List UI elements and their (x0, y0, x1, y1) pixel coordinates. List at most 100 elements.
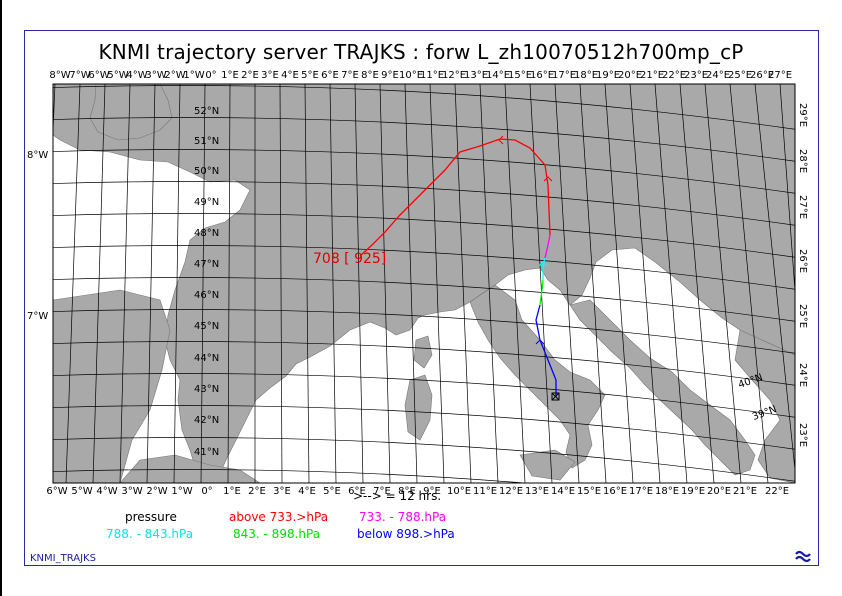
land-iberia (53, 289, 171, 483)
bottom-tick: 4°E (298, 486, 316, 497)
bottom-tick: 14°E (550, 486, 576, 497)
land-sardinia (404, 374, 433, 441)
bottom-tick: 0° (201, 486, 213, 497)
top-tick: 9°E (381, 70, 399, 81)
longitude-lines (53, 84, 795, 483)
bottom-tick: 16°E (602, 486, 628, 497)
lat-label: 48°N (194, 228, 220, 239)
bottom-tick: 9°E (423, 486, 441, 497)
top-tick: 10°E (398, 70, 424, 81)
top-tick: 16°E (529, 70, 555, 81)
top-tick: 7°W (69, 70, 91, 81)
lat-label: 45°N (194, 321, 220, 332)
top-tick: 3°E (261, 70, 279, 81)
lat-label: 52°N (194, 106, 220, 117)
top-tick: 7°E (341, 70, 359, 81)
top-tick: 6°E (321, 70, 339, 81)
bottom-tick: 8°E (398, 486, 416, 497)
bottom-tick: 20°E (706, 486, 732, 497)
legend-item-below-898: below 898.>hPa (357, 527, 455, 541)
top-tick: 24°E (705, 70, 731, 81)
lat-label: 51°N (194, 136, 220, 147)
left-tick: 8°W (27, 150, 49, 161)
bottom-tick: 10°E (446, 486, 472, 497)
time-markers (498, 135, 553, 345)
top-tick: 18°E (573, 70, 599, 81)
top-tick: 14°E (485, 70, 511, 81)
legend-title: pressure (125, 510, 177, 524)
land-corsica (413, 335, 433, 369)
bottom-tick: 1°W (171, 486, 193, 497)
top-tick: 17°E (551, 70, 577, 81)
lat-label: 47°N (194, 259, 220, 270)
top-tick: 3°W (145, 70, 167, 81)
right-tick: 25°E (797, 304, 808, 329)
bottom-tick: 6°W (46, 486, 68, 497)
top-tick: 25°E (727, 70, 753, 81)
interval-label: >--> = 12 hrs. (353, 489, 442, 503)
legend-item-above-733: above 733.>hPa (229, 510, 329, 524)
right-tick: 28°E (797, 149, 808, 174)
bottom-tick: 15°E (576, 486, 602, 497)
bottom-tick: 21°E (732, 486, 758, 497)
top-tick: 4°W (126, 70, 148, 81)
top-tick: 1°W (183, 70, 205, 81)
bottom-tick: 22°E (764, 486, 790, 497)
top-tick: 21°E (639, 70, 665, 81)
right-tick: 29°E (797, 103, 808, 128)
top-tick: 8°W (49, 70, 71, 81)
land-sicily (519, 449, 576, 481)
left-tick: 7°W (27, 311, 49, 322)
land-italy (469, 284, 606, 469)
lat-label: 46°N (194, 290, 220, 301)
top-tick: 2°E (241, 70, 259, 81)
lat-label: 49°N (194, 197, 220, 208)
lat-label: 50°N (194, 166, 220, 177)
bottom-tick: 1°E (223, 486, 241, 497)
latitude-lines (53, 85, 795, 483)
start-marker-icon (551, 392, 560, 401)
bottom-tick: 12°E (498, 486, 524, 497)
top-tick: 23°E (683, 70, 709, 81)
left-edge-line (0, 0, 2, 596)
bottom-tick: 3°E (273, 486, 291, 497)
land-greece-east (734, 329, 795, 483)
trajectory-path (359, 138, 557, 397)
map-title: KNMI trajectory server TRAJKS : forw L_z… (98, 40, 744, 64)
lat-label: 43°N (194, 384, 220, 395)
legend-item-788-843: 788. - 843.hPa (106, 527, 194, 541)
bottom-tick: 11°E (472, 486, 498, 497)
top-tick: 0° (205, 70, 217, 81)
land-balkans (569, 299, 756, 476)
bottom-tick: 2°W (146, 486, 168, 497)
top-tick: 27°E (767, 70, 793, 81)
bottom-tick: 13°E (524, 486, 550, 497)
bottom-tick: 18°E (654, 486, 680, 497)
knmi-logo-icon (795, 550, 811, 563)
top-tick: 8°E (361, 70, 379, 81)
top-tick: 1°E (221, 70, 239, 81)
top-tick: 4°E (281, 70, 299, 81)
bottom-tick: 3°W (121, 486, 143, 497)
trajectory-start-label: 708 [ 925] (313, 251, 387, 267)
land-britain (89, 84, 173, 141)
top-tick: 5°W (107, 70, 129, 81)
legend-item-843-898: 843. - 898.hPa (233, 527, 321, 541)
top-tick: 15°E (507, 70, 533, 81)
lat-label: 44°N (194, 353, 220, 364)
top-tick: 5°E (301, 70, 319, 81)
source-label: KNMI_TRAJKS (30, 553, 96, 564)
top-tick: 11°E (419, 70, 445, 81)
lat-label: 41°N (194, 447, 220, 458)
top-tick: 12°E (441, 70, 467, 81)
bottom-tick: 4°W (96, 486, 118, 497)
lat-label: 42°N (194, 415, 220, 426)
top-tick: 13°E (463, 70, 489, 81)
right-tick: 27°E (797, 195, 808, 220)
bottom-tick: 2°E (248, 486, 266, 497)
top-tick: 19°E (595, 70, 621, 81)
bottom-tick: 7°E (373, 486, 391, 497)
bottom-tick: 17°E (628, 486, 654, 497)
top-tick: 2°W (164, 70, 186, 81)
